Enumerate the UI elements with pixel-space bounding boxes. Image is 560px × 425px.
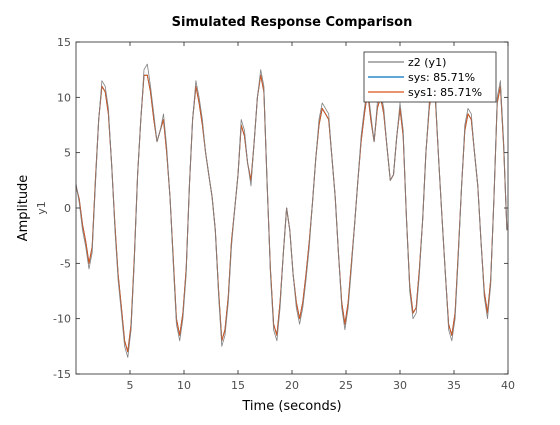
legend-entry-2: sys: 85.71% xyxy=(408,71,475,84)
x-axis-label: Time (seconds) xyxy=(241,399,341,414)
x-tick-label: 20 xyxy=(285,379,299,392)
y-tick-label: -10 xyxy=(53,313,71,326)
plot-frame xyxy=(75,41,509,375)
x-tick-label: 40 xyxy=(501,379,515,392)
chart-title: Simulated Response Comparison xyxy=(172,15,413,30)
y-tick-label: 0 xyxy=(64,202,71,215)
x-tick-label: 10 xyxy=(177,379,191,392)
y-tick-label: 15 xyxy=(57,36,71,49)
y-tick-label: -5 xyxy=(60,257,71,270)
y-axis-label: Amplitude xyxy=(16,175,31,242)
output-channel-label: y1 xyxy=(35,201,48,215)
y-tick-label: 10 xyxy=(57,91,71,104)
x-tick-label: 25 xyxy=(339,379,353,392)
y-tick-label: -15 xyxy=(53,368,71,381)
y-tick-label: 5 xyxy=(64,147,71,160)
x-tick-label: 35 xyxy=(447,379,461,392)
legend-entry-1: z2 (y1) xyxy=(408,56,446,69)
x-tick-label: 30 xyxy=(393,379,407,392)
x-tick-label: 5 xyxy=(127,379,134,392)
legend: z2 (y1) sys: 85.71% sys1: 85.71% xyxy=(363,51,497,103)
x-tick-label: 15 xyxy=(231,379,245,392)
tick-layer: 5 10 15 20 25 30 35 40 -15 -10 -5 0 5 10 15 xyxy=(53,36,515,392)
legend-entry-3: sys1: 85.71% xyxy=(408,86,482,99)
